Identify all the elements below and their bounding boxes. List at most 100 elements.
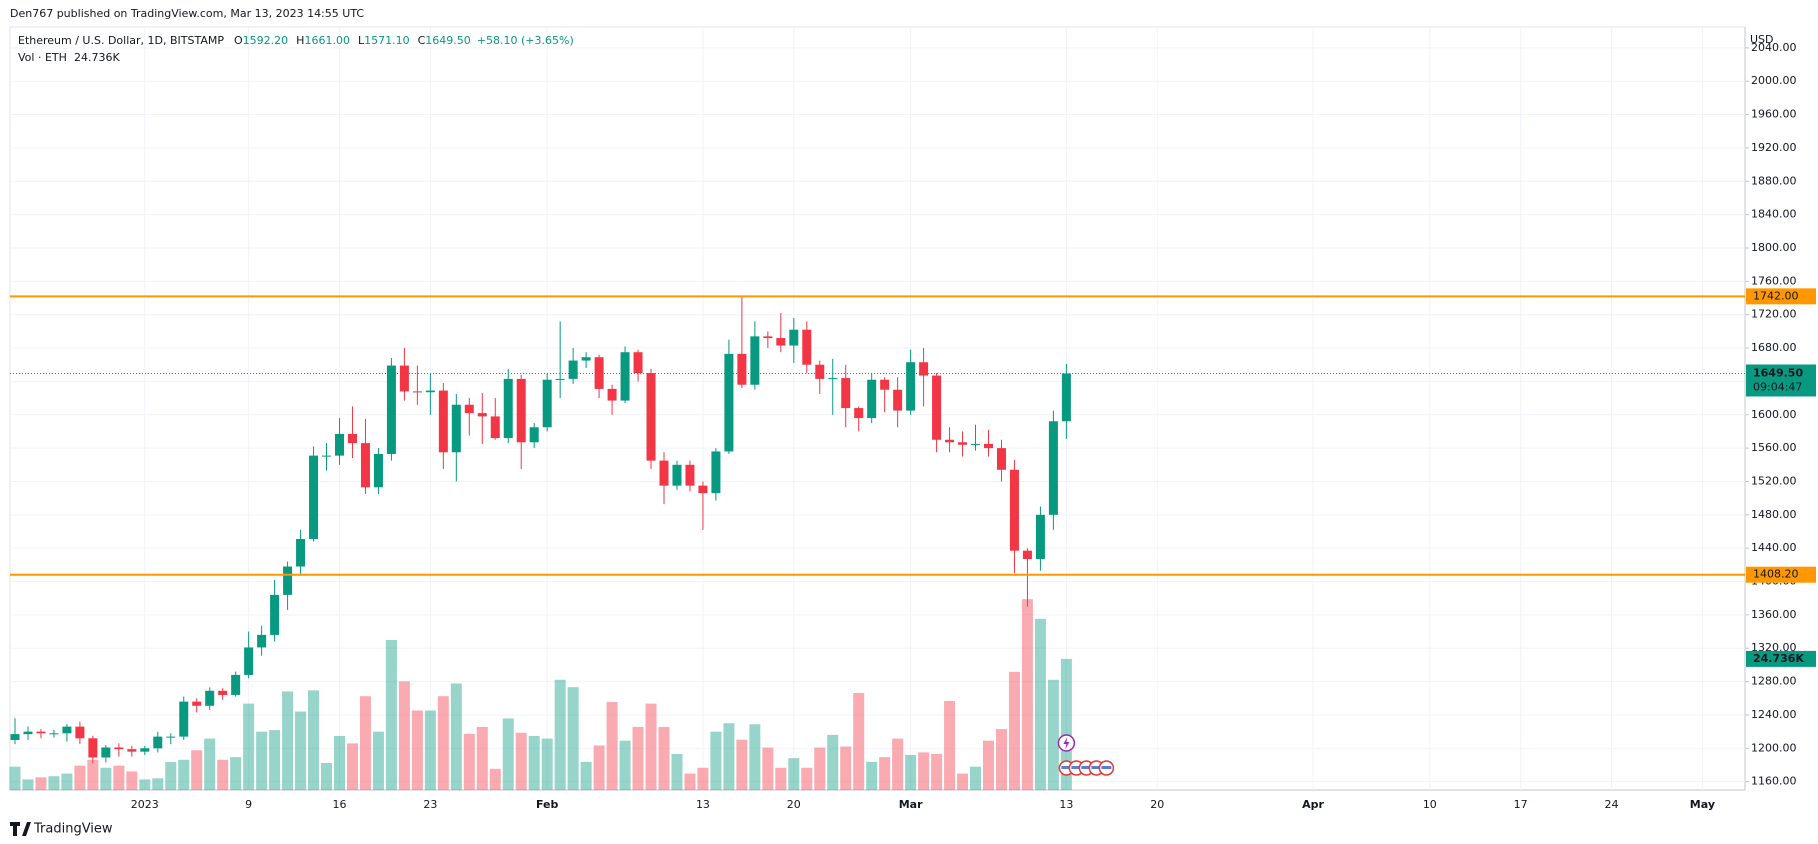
volume-bar: [9, 766, 21, 790]
volume-bar: [567, 687, 579, 790]
volume-bar: [269, 730, 281, 790]
volume-bar: [775, 767, 787, 790]
candle-body: [88, 738, 98, 758]
volume-bar: [866, 761, 878, 790]
candle-body: [166, 736, 176, 738]
volume-bar: [1047, 679, 1059, 790]
candle-body: [322, 455, 332, 457]
volume-title: Vol · ETH: [18, 51, 67, 64]
volume-bar: [411, 710, 423, 790]
candle-body: [1061, 373, 1071, 422]
candle-body: [659, 460, 669, 486]
candle-body: [685, 464, 695, 486]
y-tick-label: 2040.00: [1751, 41, 1797, 54]
volume-bar: [230, 757, 242, 790]
y-tick-label: 1480.00: [1751, 508, 1797, 521]
candle-body: [347, 433, 357, 444]
volume-bar: [710, 731, 722, 790]
candle-body: [127, 749, 137, 752]
candle-body: [815, 364, 825, 379]
candle-body: [958, 442, 968, 445]
volume-bar: [684, 773, 696, 790]
volume-bar: [1021, 599, 1033, 790]
volume-bar: [762, 747, 774, 790]
volume-bar: [346, 743, 358, 790]
y-tick-label: 1680.00: [1751, 341, 1797, 354]
candle-body: [802, 329, 812, 365]
volume-bar: [334, 735, 345, 790]
volume-bar: [814, 747, 826, 790]
y-tick-label: 1160.00: [1751, 775, 1797, 788]
volume-bar: [879, 757, 891, 790]
candle-body: [114, 747, 124, 750]
volume-bar: [450, 683, 462, 790]
candle-body: [153, 736, 163, 749]
volume-bar: [359, 696, 371, 790]
flag-stripe: [1061, 766, 1072, 769]
volume-bar: [22, 779, 34, 790]
candle-body: [737, 353, 747, 385]
candle-body: [594, 357, 604, 389]
candle-body: [296, 539, 306, 567]
volume-bar: [931, 753, 943, 790]
candle-body: [231, 674, 241, 695]
candle-body: [776, 338, 786, 346]
candle-body: [386, 365, 396, 454]
y-tick-label: 1240.00: [1751, 708, 1797, 721]
volume-bar: [658, 726, 670, 790]
volume-bar: [632, 726, 644, 790]
candle-body: [1022, 550, 1032, 560]
x-tick-label: 13: [696, 798, 710, 811]
candle-body: [984, 443, 993, 449]
candle-body: [23, 731, 33, 735]
candle-body: [932, 375, 942, 440]
y-tick-label: 1800.00: [1751, 241, 1797, 254]
volume-bar: [256, 731, 268, 790]
y-tick-label: 1960.00: [1751, 108, 1797, 121]
candle-body: [919, 362, 929, 376]
candle-body: [399, 365, 409, 392]
volume-bar: [892, 738, 904, 790]
volume-bar: [502, 718, 514, 790]
volume-bar: [61, 773, 73, 790]
candle-body: [140, 748, 150, 752]
candle-body: [996, 448, 1006, 470]
candle-body: [607, 388, 617, 401]
brand-logo: [10, 822, 31, 836]
legend-key: C: [418, 34, 426, 47]
volume-bar: [295, 711, 307, 790]
volume-bar: [827, 734, 839, 790]
volume-bar: [139, 779, 151, 790]
volume-value: 24.736K: [74, 51, 120, 64]
candle-body: [335, 433, 344, 456]
volume-bar: [1008, 671, 1020, 790]
candle-body: [10, 734, 20, 740]
candle-body: [620, 352, 630, 401]
volume-bar: [580, 761, 592, 790]
volume-bar: [87, 759, 99, 790]
last-price-badge: [1746, 364, 1816, 397]
volume-bar: [995, 729, 1007, 790]
volume-bar: [606, 702, 618, 790]
x-tick-label: Feb: [536, 798, 559, 811]
x-tick-label: Apr: [1302, 798, 1324, 811]
y-tick-label: 1880.00: [1751, 174, 1797, 187]
candle-body: [646, 373, 656, 461]
level-badge: [1746, 288, 1816, 305]
candle-body: [218, 690, 228, 695]
candle-body: [1009, 469, 1019, 551]
candle-body: [945, 439, 955, 443]
volume-bar: [178, 759, 190, 790]
volume-bar: [243, 703, 255, 790]
volume-bar: [944, 700, 956, 790]
event-bolt: [1063, 737, 1070, 749]
candle-body: [75, 726, 85, 739]
candle-body: [828, 378, 838, 380]
volume-bar: [918, 752, 930, 790]
brand: TradingView: [10, 822, 113, 837]
x-tick-label: May: [1690, 798, 1715, 811]
x-tick-label: 20: [787, 798, 801, 811]
y-tick-label: 1600.00: [1751, 408, 1797, 421]
volume-badge: [1746, 650, 1816, 667]
last-price-label: 1649.50: [1753, 366, 1803, 379]
